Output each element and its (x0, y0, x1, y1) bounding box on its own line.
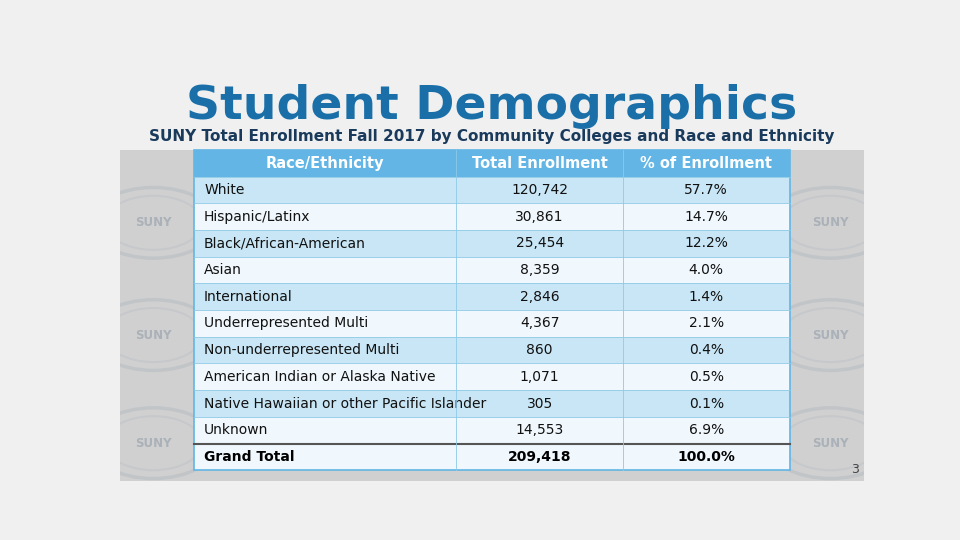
Text: Unknown: Unknown (204, 423, 269, 437)
Text: 3: 3 (851, 463, 859, 476)
Bar (194, 150, 789, 470)
Text: 8,359: 8,359 (519, 263, 560, 277)
Bar (456, 177, 623, 204)
Text: 209,418: 209,418 (508, 450, 571, 464)
Text: 6.9%: 6.9% (688, 423, 724, 437)
Bar (194, 256, 456, 284)
Bar (456, 363, 623, 390)
Bar (623, 337, 790, 363)
Bar (456, 284, 623, 310)
Text: 25,454: 25,454 (516, 237, 564, 251)
Bar (623, 284, 790, 310)
Text: Black/African-American: Black/African-American (204, 237, 366, 251)
Bar (623, 390, 790, 417)
Text: White: White (204, 183, 245, 197)
Text: SUNY: SUNY (812, 437, 849, 450)
Text: 305: 305 (526, 396, 553, 410)
Bar (456, 417, 623, 443)
Text: 4.0%: 4.0% (688, 263, 724, 277)
Bar (623, 256, 790, 284)
Bar (456, 310, 623, 337)
Text: Race/Ethnicity: Race/Ethnicity (266, 156, 385, 171)
Bar (194, 363, 456, 390)
Bar (623, 363, 790, 390)
Bar (120, 150, 864, 481)
Text: SUNY Total Enrollment Fall 2017 by Community Colleges and Race and Ethnicity: SUNY Total Enrollment Fall 2017 by Commu… (149, 129, 835, 144)
Text: SUNY: SUNY (135, 328, 172, 342)
Text: Grand Total: Grand Total (204, 450, 295, 464)
Text: 14,553: 14,553 (516, 423, 564, 437)
Bar (623, 417, 790, 443)
Text: SUNY: SUNY (135, 217, 172, 230)
Text: SUNY: SUNY (135, 437, 172, 450)
Bar (623, 230, 790, 256)
Text: Student Demographics: Student Demographics (186, 84, 798, 129)
Text: 0.1%: 0.1% (688, 396, 724, 410)
Bar (194, 150, 456, 177)
Text: 1.4%: 1.4% (688, 290, 724, 304)
Bar (120, 65, 864, 150)
Text: 2,846: 2,846 (519, 290, 560, 304)
Bar (623, 177, 790, 204)
Bar (623, 204, 790, 230)
Bar (194, 390, 456, 417)
Text: 12.2%: 12.2% (684, 237, 729, 251)
Bar (194, 230, 456, 256)
Text: 120,742: 120,742 (511, 183, 568, 197)
Bar (194, 177, 456, 204)
Text: Non-underrepresented Multi: Non-underrepresented Multi (204, 343, 399, 357)
Bar (456, 256, 623, 284)
Text: 0.5%: 0.5% (688, 370, 724, 384)
Text: International: International (204, 290, 293, 304)
Text: Native Hawaiian or other Pacific Islander: Native Hawaiian or other Pacific Islande… (204, 396, 487, 410)
Text: 30,861: 30,861 (516, 210, 564, 224)
Text: 100.0%: 100.0% (678, 450, 735, 464)
Text: Asian: Asian (204, 263, 242, 277)
Bar (456, 150, 623, 177)
Bar (194, 310, 456, 337)
Bar (194, 443, 456, 470)
Bar (194, 284, 456, 310)
Text: Total Enrollment: Total Enrollment (471, 156, 608, 171)
Bar (623, 443, 790, 470)
Bar (456, 443, 623, 470)
Bar (194, 337, 456, 363)
Text: Underrepresented Multi: Underrepresented Multi (204, 316, 369, 330)
Bar (623, 310, 790, 337)
Text: SUNY: SUNY (812, 328, 849, 342)
Bar (456, 337, 623, 363)
Bar (623, 150, 790, 177)
Text: 4,367: 4,367 (520, 316, 560, 330)
Bar (456, 204, 623, 230)
Text: 1,071: 1,071 (519, 370, 560, 384)
Text: American Indian or Alaska Native: American Indian or Alaska Native (204, 370, 436, 384)
Text: % of Enrollment: % of Enrollment (640, 156, 772, 171)
Text: SUNY: SUNY (812, 217, 849, 230)
Text: 0.4%: 0.4% (688, 343, 724, 357)
Text: 14.7%: 14.7% (684, 210, 729, 224)
Bar (194, 417, 456, 443)
Text: 860: 860 (526, 343, 553, 357)
Text: 2.1%: 2.1% (688, 316, 724, 330)
Text: 57.7%: 57.7% (684, 183, 728, 197)
Bar (456, 390, 623, 417)
Bar (194, 204, 456, 230)
Bar (456, 230, 623, 256)
Text: Hispanic/Latinx: Hispanic/Latinx (204, 210, 311, 224)
